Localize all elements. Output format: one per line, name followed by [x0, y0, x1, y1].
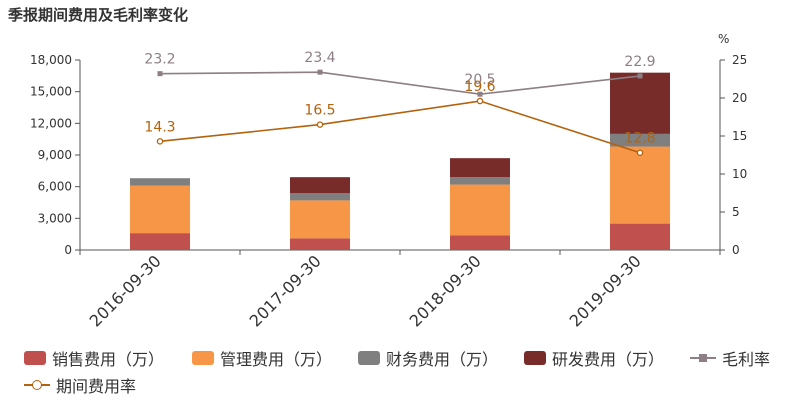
y-right-unit: %	[718, 32, 729, 46]
data-label-gross: 22.9	[624, 54, 655, 70]
legend-item-finance[interactable]: 财务费用（万）	[358, 346, 498, 370]
line-gross	[159, 71, 641, 96]
x-tick-label: 2016-09-30	[86, 251, 165, 330]
y-right-tick-label: 5	[732, 205, 740, 219]
marker-gross	[157, 71, 163, 77]
legend-label-rnd: 研发费用（万）	[552, 350, 665, 369]
stacked-bars	[130, 72, 670, 250]
legend-label-admin: 管理费用（万）	[220, 350, 333, 369]
legend-swatch-period	[24, 378, 50, 392]
legend-swatch-rnd	[524, 351, 546, 365]
y-right-tick-label: 0	[732, 243, 740, 257]
legend-swatch-admin	[192, 351, 214, 365]
legend-swatch-gross	[690, 351, 716, 365]
bar-sales	[130, 233, 190, 250]
marker-period	[636, 149, 644, 156]
legend-swatch-finance	[358, 351, 380, 365]
legend-label-period: 期间费用率	[56, 377, 137, 396]
y-left-tick-label: 9,000	[38, 148, 72, 162]
data-label-period: 19.6	[464, 79, 495, 95]
rate-lines	[156, 69, 644, 156]
bar-sales	[290, 238, 350, 250]
data-label-gross: 23.2	[144, 52, 175, 68]
y-right-tick-label: 25	[732, 53, 747, 67]
y-left-tick-label: 15,000	[30, 85, 72, 99]
marker-gross	[317, 69, 323, 75]
legend-item-sales[interactable]: 销售费用（万）	[24, 346, 164, 370]
data-labels: 23.2 23.4 20.5 22.9 14.3 16.5 19.6 12.8	[144, 50, 655, 147]
line-period	[159, 100, 641, 154]
expense-gross-margin-chart: 0 3,000 6,000 9,000 12,000 15,000 18,000 0 5 10 15…	[30, 32, 747, 331]
legend-label-sales: 销售费用（万）	[52, 350, 165, 369]
bar-admin	[130, 185, 190, 234]
data-label-gross: 20.5	[464, 72, 495, 88]
legend-label-finance: 财务费用（万）	[386, 350, 499, 369]
x-tick-label: 2019-09-30	[566, 251, 645, 330]
marker-period	[156, 138, 164, 145]
bar-sales	[610, 223, 670, 250]
bar-rnd	[450, 158, 510, 178]
bar-rnd	[610, 72, 670, 134]
data-label-period: 16.5	[304, 103, 335, 119]
marker-gross	[637, 73, 643, 79]
bar-admin	[290, 200, 350, 239]
data-label-period: 14.3	[144, 119, 175, 135]
y-right-tick-label: 15	[732, 129, 747, 143]
bar-admin	[450, 184, 510, 236]
marker-period	[476, 97, 484, 105]
legend: 销售费用（万） 管理费用（万） 财务费用（万） 研发费用（万） 毛利率 期间费用…	[0, 340, 800, 400]
bar-rnd	[290, 177, 350, 193]
y-right-tick-label: 10	[732, 167, 747, 181]
legend-label-gross: 毛利率	[722, 350, 771, 369]
bar-finance	[610, 133, 670, 147]
y-left-tick-label: 6,000	[38, 180, 72, 194]
data-label-period: 12.8	[624, 131, 655, 147]
marker-period	[316, 121, 324, 128]
marker-gross	[477, 91, 483, 97]
bar-finance	[130, 178, 190, 186]
legend-item-rnd[interactable]: 研发费用（万）	[524, 346, 664, 370]
y-left-tick-label: 18,000	[30, 53, 72, 67]
y-left-tick-label: 3,000	[38, 211, 72, 225]
bar-admin	[610, 146, 670, 224]
bar-sales	[450, 235, 510, 250]
y-right-tick-label: 20	[732, 91, 747, 105]
data-label-gross: 23.4	[304, 50, 335, 66]
bar-finance	[290, 193, 350, 201]
legend-item-gross[interactable]: 毛利率	[690, 346, 770, 370]
legend-item-admin[interactable]: 管理费用（万）	[192, 346, 332, 370]
bar-finance	[450, 177, 510, 185]
y-left-tick-label: 0	[64, 243, 72, 257]
legend-item-period[interactable]: 期间费用率	[24, 373, 136, 397]
y-left-tick-label: 12,000	[30, 116, 72, 130]
legend-swatch-sales	[24, 351, 46, 365]
x-tick-label: 2018-09-30	[406, 251, 485, 330]
chart-title: 季报期间费用及毛利率变化	[8, 6, 189, 24]
x-tick-label: 2017-09-30	[246, 251, 325, 330]
